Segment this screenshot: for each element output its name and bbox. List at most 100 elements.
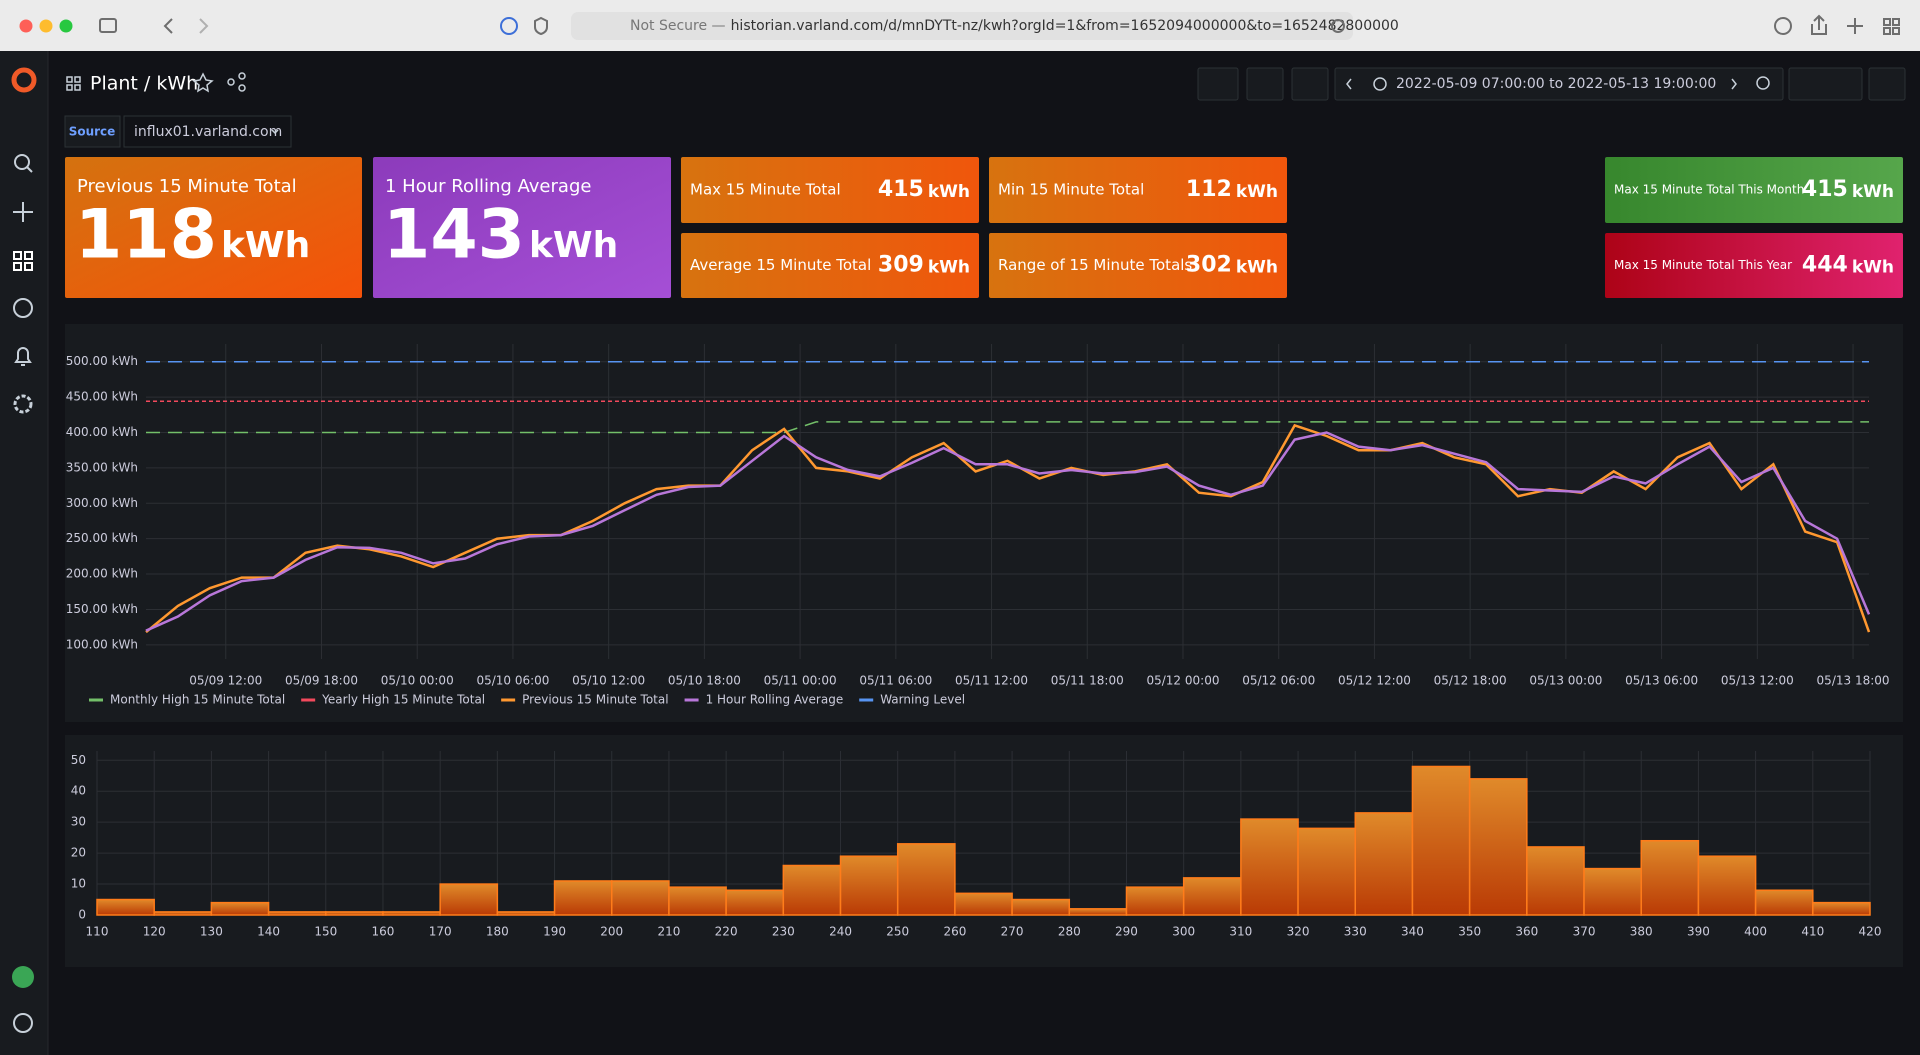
x-tick-label: 05/10 18:00	[668, 674, 741, 688]
y-tick-label: 200.00 kWh	[66, 567, 138, 581]
y-tick-label: 450.00 kWh	[66, 390, 138, 404]
x-tick-label: 230	[772, 925, 795, 939]
stat-value: 112	[1186, 177, 1232, 202]
histogram-bar	[1298, 828, 1355, 915]
legend-label[interactable]: Previous 15 Minute Total	[522, 693, 668, 707]
minimize-button[interactable]	[40, 20, 53, 33]
share-dashboard-button[interactable]	[228, 73, 245, 91]
y-tick-label: 250.00 kWh	[66, 531, 138, 545]
y-tick-label: 10	[71, 877, 86, 891]
histogram-bar	[1412, 766, 1469, 915]
x-tick-label: 05/09 18:00	[285, 674, 358, 688]
histogram-panel	[65, 735, 1903, 967]
time-range[interactable]: 2022-05-09 07:00:00 to 2022-05-13 19:00:…	[1396, 76, 1716, 92]
add-panel-button[interactable]	[1198, 68, 1238, 100]
stat-unit: kWh	[529, 225, 618, 266]
histogram-bar	[1184, 878, 1241, 915]
y-tick-label: 30	[71, 815, 86, 829]
x-tick-label: 380	[1630, 925, 1653, 939]
histogram-bar	[1470, 779, 1527, 915]
x-tick-label: 05/11 00:00	[764, 674, 837, 688]
histogram-bar	[612, 881, 669, 915]
x-tick-label: 360	[1515, 925, 1538, 939]
zoom-button[interactable]	[60, 20, 73, 33]
histogram-bar	[1012, 900, 1069, 915]
settings-button[interactable]	[1292, 68, 1328, 100]
x-tick-label: 250	[886, 925, 909, 939]
security-label: Not Secure —	[630, 18, 726, 34]
stat-unit: kWh	[1852, 182, 1894, 202]
histogram-bar	[726, 890, 783, 915]
x-tick-label: 220	[715, 925, 738, 939]
x-tick-label: 05/12 00:00	[1146, 674, 1219, 688]
x-tick-label: 260	[943, 925, 966, 939]
histogram-bar	[326, 912, 383, 915]
x-tick-label: 140	[257, 925, 280, 939]
x-tick-label: 05/11 12:00	[955, 674, 1028, 688]
histogram-bar	[1126, 887, 1183, 915]
stat-title: Max 15 Minute Total This Month	[1614, 183, 1804, 197]
y-tick-label: 40	[71, 784, 86, 798]
x-tick-label: 290	[1115, 925, 1138, 939]
x-tick-label: 390	[1687, 925, 1710, 939]
legend-label[interactable]: 1 Hour Rolling Average	[706, 693, 844, 707]
stat-unit: kWh	[1236, 182, 1278, 202]
close-button[interactable]	[20, 20, 33, 33]
x-tick-label: 05/12 18:00	[1434, 674, 1507, 688]
histogram-bar	[783, 865, 840, 915]
histogram-bar	[898, 844, 955, 915]
stat-unit: kWh	[1236, 258, 1278, 278]
stat-unit: kWh	[928, 182, 970, 202]
user-avatar[interactable]	[12, 966, 34, 988]
stat-value: 118	[75, 196, 217, 275]
x-tick-label: 330	[1344, 925, 1367, 939]
x-tick-label: 05/13 00:00	[1529, 674, 1602, 688]
refresh-button[interactable]	[1789, 68, 1862, 100]
legend-label[interactable]: Warning Level	[880, 693, 965, 707]
stat-title: Average 15 Minute Total	[690, 256, 871, 274]
x-tick-label: 210	[657, 925, 680, 939]
x-tick-label: 160	[372, 925, 395, 939]
histogram-bar	[1756, 890, 1813, 915]
x-tick-label: 05/13 06:00	[1625, 674, 1698, 688]
y-tick-label: 0	[78, 908, 86, 922]
x-tick-label: 130	[200, 925, 223, 939]
histogram-bar	[1641, 841, 1698, 915]
timeseries-panel	[65, 324, 1903, 722]
x-tick-label: 270	[1001, 925, 1024, 939]
y-tick-label: 100.00 kWh	[66, 637, 138, 651]
y-tick-label: 500.00 kWh	[66, 354, 138, 368]
stat-unit: kWh	[221, 225, 310, 266]
stat-value: 309	[878, 253, 924, 278]
stat-unit: kWh	[928, 258, 970, 278]
stat-title: 1 Hour Rolling Average	[385, 176, 591, 197]
variable-label: Source	[69, 125, 116, 139]
legend-label[interactable]: Monthly High 15 Minute Total	[110, 693, 285, 707]
x-tick-label: 05/10 12:00	[572, 674, 645, 688]
x-tick-label: 350	[1458, 925, 1481, 939]
x-tick-label: 200	[600, 925, 623, 939]
tv-mode-button[interactable]	[1869, 68, 1905, 100]
histogram-bar	[1698, 856, 1755, 915]
x-tick-label: 410	[1801, 925, 1824, 939]
x-tick-label: 180	[486, 925, 509, 939]
stat-value: 415	[878, 177, 924, 202]
x-tick-label: 05/11 18:00	[1051, 674, 1124, 688]
stat-title: Max 15 Minute Total This Year	[1614, 258, 1792, 272]
x-tick-label: 300	[1172, 925, 1195, 939]
save-button[interactable]	[1247, 68, 1283, 100]
histogram-bar	[1527, 847, 1584, 915]
stat-value: 143	[383, 196, 525, 275]
legend-label[interactable]: Yearly High 15 Minute Total	[321, 693, 485, 707]
histogram-bar	[555, 881, 612, 915]
histogram-bar	[955, 893, 1012, 915]
y-tick-label: 150.00 kWh	[66, 602, 138, 616]
breadcrumb[interactable]: Plant / kWh	[90, 73, 198, 95]
stat-value: 415	[1802, 177, 1848, 202]
histogram-bar	[97, 900, 154, 915]
x-tick-label: 170	[429, 925, 452, 939]
x-tick-label: 150	[314, 925, 337, 939]
histogram-bar	[841, 856, 898, 915]
y-tick-label: 20	[71, 846, 86, 860]
